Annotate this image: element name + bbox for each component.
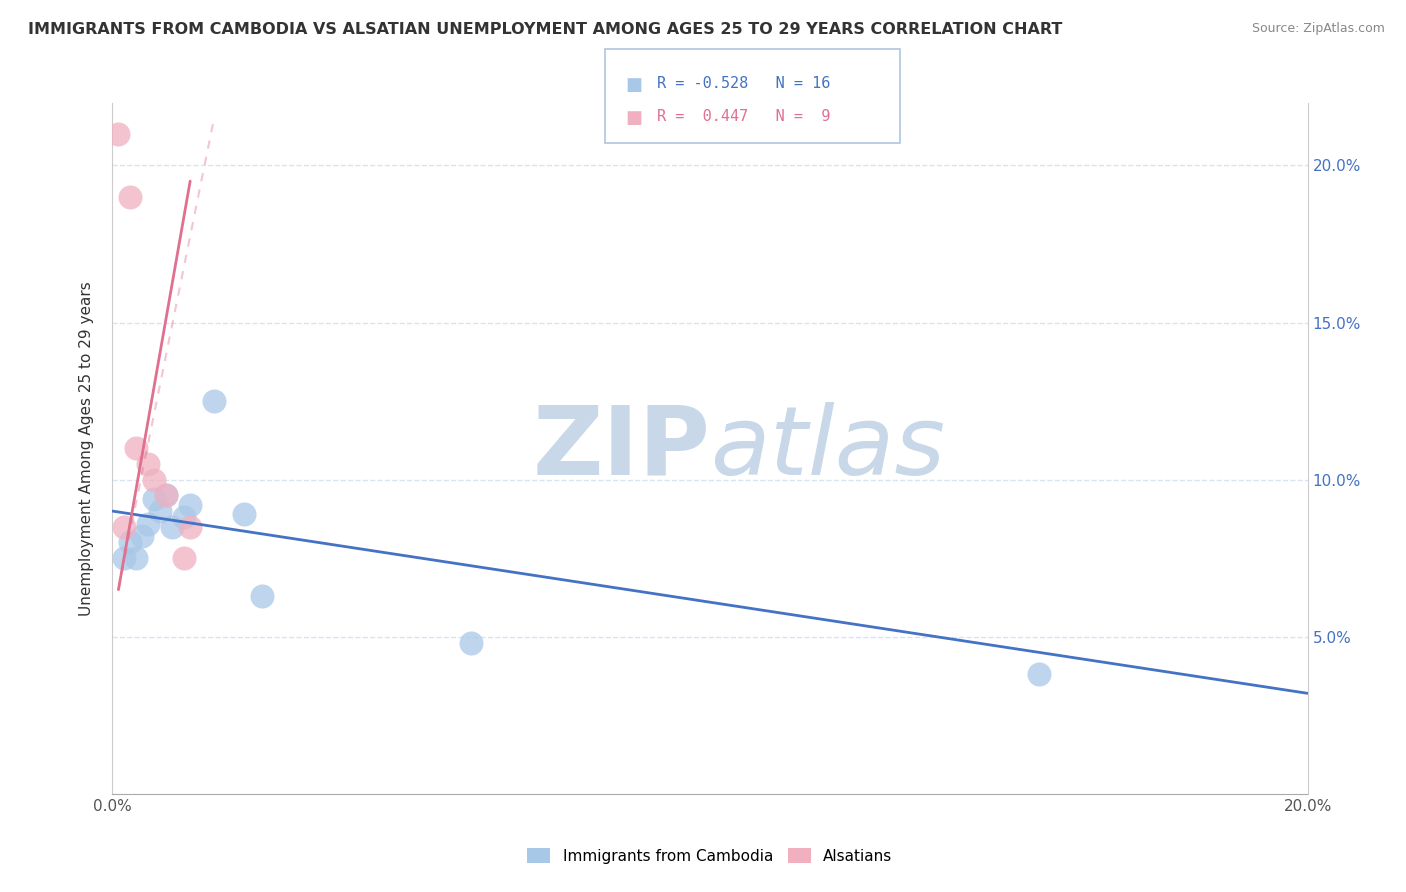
Point	[179, 498, 201, 512]
Point	[107, 127, 129, 141]
Point	[179, 520, 201, 534]
Point	[143, 491, 166, 506]
Point	[114, 520, 135, 534]
Point	[143, 473, 166, 487]
Point	[131, 529, 153, 543]
Text: ■: ■	[626, 76, 643, 94]
Text: R = -0.528   N = 16: R = -0.528 N = 16	[657, 76, 830, 91]
Point	[120, 190, 142, 204]
Point	[233, 507, 256, 521]
Legend: Immigrants from Cambodia, Alsatians: Immigrants from Cambodia, Alsatians	[522, 842, 898, 870]
Text: Source: ZipAtlas.com: Source: ZipAtlas.com	[1251, 22, 1385, 36]
Point	[125, 441, 148, 455]
Point	[250, 589, 273, 603]
Point	[149, 504, 172, 518]
Point	[1028, 667, 1050, 681]
Text: ■: ■	[626, 109, 643, 127]
Text: atlas: atlas	[710, 401, 945, 495]
Point	[173, 510, 195, 524]
Point	[162, 520, 183, 534]
Point	[202, 394, 225, 409]
Text: IMMIGRANTS FROM CAMBODIA VS ALSATIAN UNEMPLOYMENT AMONG AGES 25 TO 29 YEARS CORR: IMMIGRANTS FROM CAMBODIA VS ALSATIAN UNE…	[28, 22, 1063, 37]
Text: R =  0.447   N =  9: R = 0.447 N = 9	[657, 109, 830, 124]
Point	[173, 551, 195, 566]
Point	[125, 551, 148, 566]
Point	[155, 488, 177, 502]
Point	[138, 457, 160, 471]
Point	[155, 488, 177, 502]
Point	[114, 551, 135, 566]
Point	[460, 636, 482, 650]
Point	[138, 516, 160, 531]
Point	[120, 535, 142, 549]
Text: ZIP: ZIP	[531, 401, 710, 495]
Y-axis label: Unemployment Among Ages 25 to 29 years: Unemployment Among Ages 25 to 29 years	[79, 281, 94, 615]
